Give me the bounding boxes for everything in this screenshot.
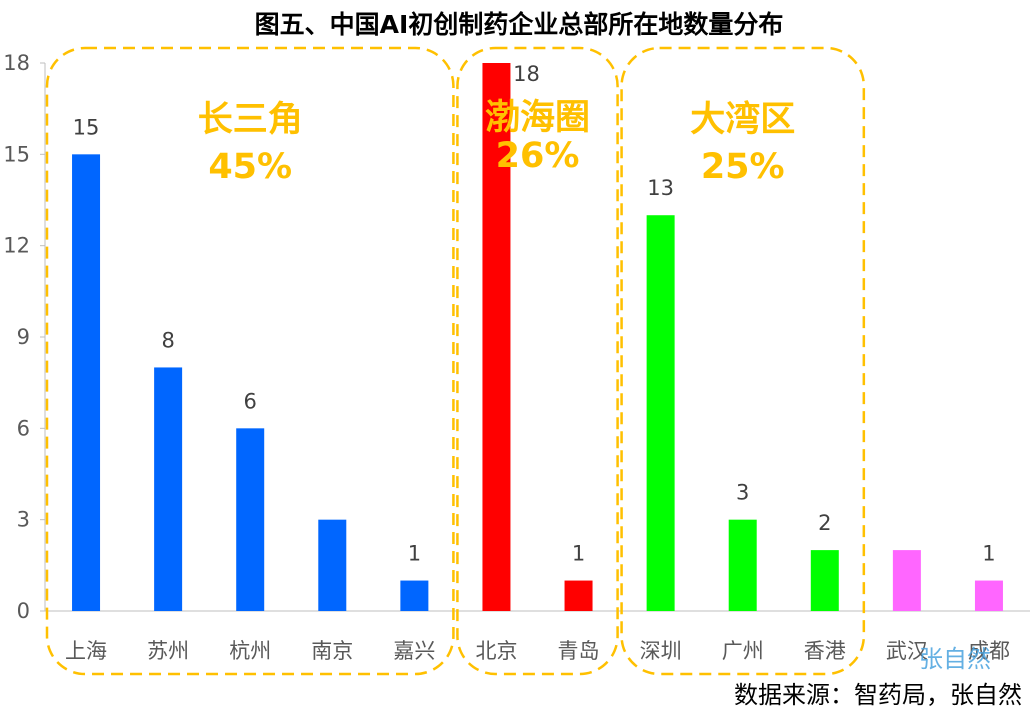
data-label: 1 <box>408 542 421 566</box>
bar-7 <box>646 215 675 611</box>
region-percent: 26% <box>496 136 580 176</box>
bar-5 <box>482 63 511 611</box>
watermark: 张自然 <box>919 645 991 673</box>
data-label: 1 <box>982 542 995 566</box>
data-label: 3 <box>736 481 749 505</box>
bars <box>72 63 1003 612</box>
bar-2 <box>236 428 265 611</box>
bar-10 <box>892 550 921 611</box>
data-label: 1 <box>572 542 585 566</box>
data-label: 18 <box>513 62 540 86</box>
data-labels: 15 8 6 1 18 1 13 3 2 1 <box>73 62 996 566</box>
category-label: 嘉兴 <box>393 639 435 663</box>
region-box-1 <box>456 46 619 676</box>
category-label: 武汉 <box>886 639 928 663</box>
y-tick-label: 9 <box>17 325 30 349</box>
y-tick-label: 3 <box>17 508 30 532</box>
source-note: 数据来源：智药局，张自然 <box>734 681 1022 709</box>
bar-1 <box>154 367 183 611</box>
y-tick-label: 15 <box>3 142 30 166</box>
category-label: 青岛 <box>558 639 600 663</box>
bar-8 <box>728 519 757 611</box>
region-name: 长三角 <box>198 100 303 140</box>
region-name: 大湾区 <box>690 99 795 140</box>
region-percent: 45% <box>208 147 292 187</box>
data-label: 6 <box>244 389 257 413</box>
category-label: 苏州 <box>147 639 189 663</box>
bar-6 <box>564 580 593 611</box>
region-name: 渤海圈 <box>485 98 590 138</box>
data-label: 15 <box>73 115 100 139</box>
region-box-2 <box>620 46 866 676</box>
bar-9 <box>810 550 839 611</box>
bar-11 <box>974 580 1003 611</box>
y-tick-label: 6 <box>17 416 30 440</box>
category-label: 北京 <box>475 639 517 663</box>
region-box-0 <box>45 46 455 676</box>
y-tick-label: 0 <box>17 599 30 623</box>
chart-title: 图五、中国AI初创制药企业总部所在地数量分布 <box>255 10 784 39</box>
category-label: 广州 <box>722 639 764 663</box>
y-tick-label: 18 <box>3 51 30 75</box>
data-label: 8 <box>161 328 174 352</box>
region-percent: 25% <box>701 147 785 187</box>
category-label: 香港 <box>804 639 846 663</box>
bar-0 <box>72 154 101 612</box>
y-tick-label: 12 <box>3 234 30 258</box>
bar-4 <box>400 580 429 611</box>
category-label: 上海 <box>65 639 107 663</box>
category-label: 成都 <box>968 639 1010 663</box>
data-label: 2 <box>818 511 831 535</box>
bar-3 <box>318 519 347 611</box>
category-label: 南京 <box>311 639 353 663</box>
category-label: 杭州 <box>229 639 271 663</box>
category-label: 深圳 <box>640 639 682 663</box>
data-label: 13 <box>647 176 674 200</box>
x-axis-labels: 上海 苏州 杭州 南京 嘉兴 北京 青岛 深圳 广州 香港 武汉 成都 <box>65 639 1010 663</box>
